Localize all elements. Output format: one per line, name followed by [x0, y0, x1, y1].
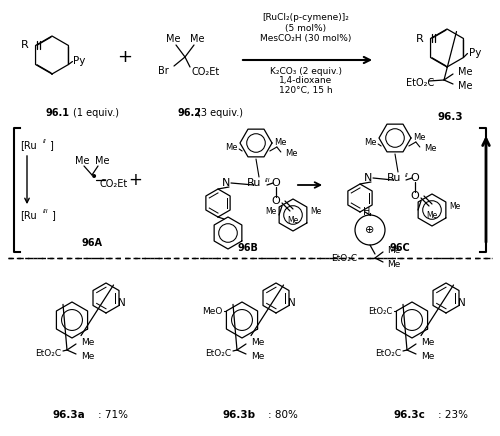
Text: Me: Me — [424, 143, 436, 153]
Text: +: + — [118, 48, 132, 66]
Text: O: O — [410, 173, 420, 183]
Text: Me: Me — [387, 245, 400, 255]
Text: (3 equiv.): (3 equiv.) — [197, 108, 243, 118]
Text: O: O — [410, 191, 420, 201]
Text: (1 equiv.): (1 equiv.) — [73, 108, 119, 118]
Text: II: II — [405, 173, 409, 177]
Text: MeO: MeO — [202, 307, 222, 316]
Text: O: O — [272, 196, 280, 206]
Text: EtO₂C: EtO₂C — [205, 348, 231, 358]
Text: +: + — [128, 171, 142, 189]
Text: N: N — [118, 297, 126, 307]
Text: Me: Me — [458, 67, 472, 77]
Text: [Ru: [Ru — [20, 140, 36, 150]
Text: Me: Me — [387, 259, 400, 269]
Text: EtO₂C: EtO₂C — [375, 348, 401, 358]
Text: Py: Py — [74, 55, 86, 65]
Text: Me: Me — [274, 137, 287, 146]
Text: R: R — [416, 34, 424, 44]
Text: Me: Me — [81, 337, 94, 347]
Text: 96A: 96A — [82, 238, 102, 248]
Text: Me: Me — [251, 351, 264, 361]
Text: : 71%: : 71% — [98, 410, 128, 420]
Text: N: N — [458, 297, 466, 307]
Text: 120°C, 15 h: 120°C, 15 h — [279, 86, 333, 95]
Text: Me: Me — [81, 351, 94, 361]
Text: 96.3b: 96.3b — [222, 410, 256, 420]
Text: N: N — [222, 178, 230, 188]
Text: EtO₂C: EtO₂C — [406, 78, 434, 88]
Text: ⊕: ⊕ — [366, 225, 374, 235]
Text: CO₂Et: CO₂Et — [100, 179, 128, 189]
Text: Me: Me — [166, 34, 180, 44]
Text: R: R — [21, 41, 28, 51]
Text: 96.3: 96.3 — [437, 112, 463, 122]
Text: (5 mol%): (5 mol%) — [286, 24, 327, 33]
Text: Ru: Ru — [247, 178, 261, 188]
Text: III: III — [265, 177, 271, 183]
Text: Me: Me — [75, 156, 89, 166]
Text: N: N — [364, 173, 372, 183]
Text: EtO₂C: EtO₂C — [331, 253, 357, 262]
Text: : 80%: : 80% — [268, 410, 298, 420]
Text: 96C: 96C — [390, 243, 410, 253]
Text: H: H — [364, 207, 370, 217]
Text: Me: Me — [426, 211, 438, 220]
Text: O: O — [272, 178, 280, 188]
Text: 96.3c: 96.3c — [393, 410, 425, 420]
Text: 1,4-dioxane: 1,4-dioxane — [280, 76, 332, 85]
Text: : 23%: : 23% — [438, 410, 468, 420]
Text: Me: Me — [190, 34, 204, 44]
Text: [Ru: [Ru — [20, 210, 36, 220]
Text: 96.3a: 96.3a — [52, 410, 86, 420]
Text: Me: Me — [265, 207, 276, 215]
Text: ]: ] — [51, 210, 55, 220]
Text: MesCO₂H (30 mol%): MesCO₂H (30 mol%) — [260, 34, 352, 44]
Text: Me: Me — [364, 137, 376, 146]
Text: 96.2: 96.2 — [178, 108, 202, 118]
Text: Me: Me — [224, 143, 237, 151]
Text: N: N — [288, 297, 296, 307]
Text: EtO₂C: EtO₂C — [368, 307, 392, 316]
Text: CO₂Et: CO₂Et — [192, 67, 220, 77]
Text: ]: ] — [49, 140, 53, 150]
Text: Me: Me — [95, 156, 109, 166]
Text: II: II — [43, 139, 47, 143]
Text: 96B: 96B — [238, 243, 258, 253]
Text: Me: Me — [449, 201, 460, 211]
Text: Py: Py — [470, 48, 482, 58]
Text: 96.1: 96.1 — [46, 108, 70, 118]
Text: Me: Me — [288, 216, 298, 225]
Text: Me: Me — [310, 207, 321, 215]
Text: Me: Me — [421, 351, 434, 361]
Text: Ru: Ru — [387, 173, 401, 183]
Text: Br: Br — [158, 66, 169, 76]
Text: Me: Me — [458, 81, 472, 91]
Text: EtO₂C: EtO₂C — [35, 348, 61, 358]
Text: III: III — [43, 208, 49, 214]
Text: Me: Me — [285, 149, 298, 157]
Text: Me: Me — [421, 337, 434, 347]
Text: •: • — [90, 170, 98, 184]
Text: K₂CO₃ (2 equiv.): K₂CO₃ (2 equiv.) — [270, 67, 342, 75]
Text: Me: Me — [251, 337, 264, 347]
Text: [RuCl₂(p-cymene)]₂: [RuCl₂(p-cymene)]₂ — [262, 13, 350, 21]
Text: Me: Me — [414, 133, 426, 142]
